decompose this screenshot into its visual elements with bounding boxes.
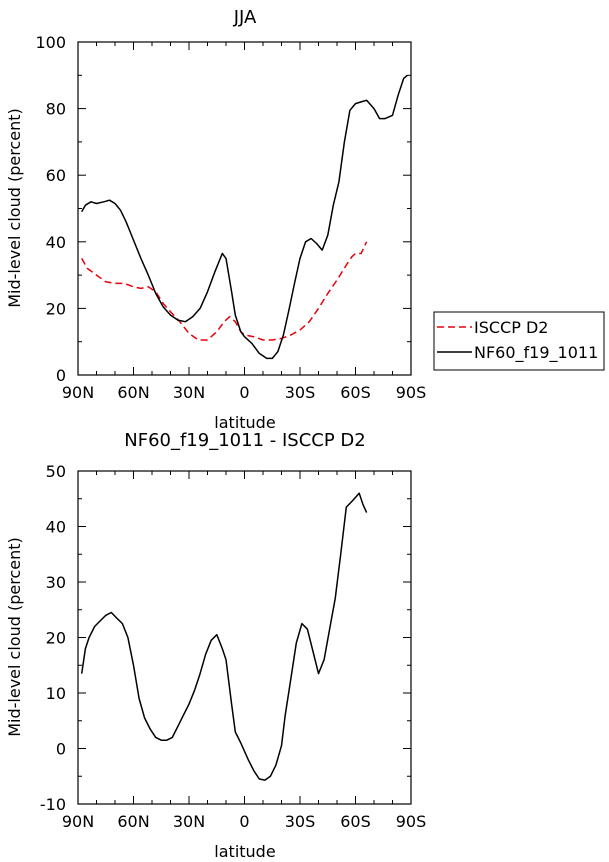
y-tick-label: 0 [56,740,66,759]
x-axis-label: latitude [214,413,275,432]
x-tick-label: 90N [62,812,94,831]
x-tick-label: 90S [396,383,427,402]
y-tick-label: 20 [46,629,66,648]
y-tick-label: 60 [46,166,66,185]
x-tick-label: 90S [396,812,427,831]
series-line-nf60-f19-1011 [81,74,408,360]
x-tick-label: 60S [340,383,371,402]
legend-box [433,311,605,371]
x-tick-label: 60N [117,812,149,831]
y-tick-label: 10 [46,684,66,703]
y-axis-label: Mid-level cloud (percent) [5,537,24,737]
y-tick-label: 100 [35,33,66,52]
y-tick-label: 50 [46,462,66,481]
y-tick-label: 0 [56,366,66,385]
legend-label-nf60: NF60_f19_1011 [474,343,598,363]
x-tick-label: 0 [239,383,249,402]
x-axis-label: latitude [214,842,275,861]
panel-jja: JJA 90N 60N 30N 0 30S 60S 90S 0 20 40 60 80 100 lati… [5,7,426,432]
y-tick-label: 80 [46,100,66,119]
legend-label-isccp: ISCCP D2 [474,318,548,337]
x-tick-label: 30N [173,383,205,402]
x-tick-label: 0 [239,812,249,831]
panel-title: JJA [233,7,257,28]
panel-title: NF60_f19_1011 - ISCCP D2 [124,430,365,451]
y-tick-label: -10 [40,795,66,814]
y-tick-label: 40 [46,233,66,252]
y-tick-label: 30 [46,573,66,592]
y-tick-label: 40 [46,518,66,537]
legend: ISCCP D2 NF60_f19_1011 [433,311,605,371]
x-tick-label: 90N [62,383,94,402]
x-tick-label: 60S [340,812,371,831]
series-line-isccp-d2 [81,241,368,341]
panel-difference: NF60_f19_1011 - ISCCP D2 90N 60N 30N 0 30S 60… [5,430,426,861]
plot-frame [77,41,412,376]
x-tick-label: 30S [285,383,316,402]
x-tick-label: 30N [173,812,205,831]
x-tick-label: 30S [285,812,316,831]
y-tick-label: 20 [46,299,66,318]
y-axis-label: Mid-level cloud (percent) [5,108,24,308]
series-line-nf60-f19-1011-isccp-d2 [80,492,368,781]
x-tick-label: 60N [117,383,149,402]
